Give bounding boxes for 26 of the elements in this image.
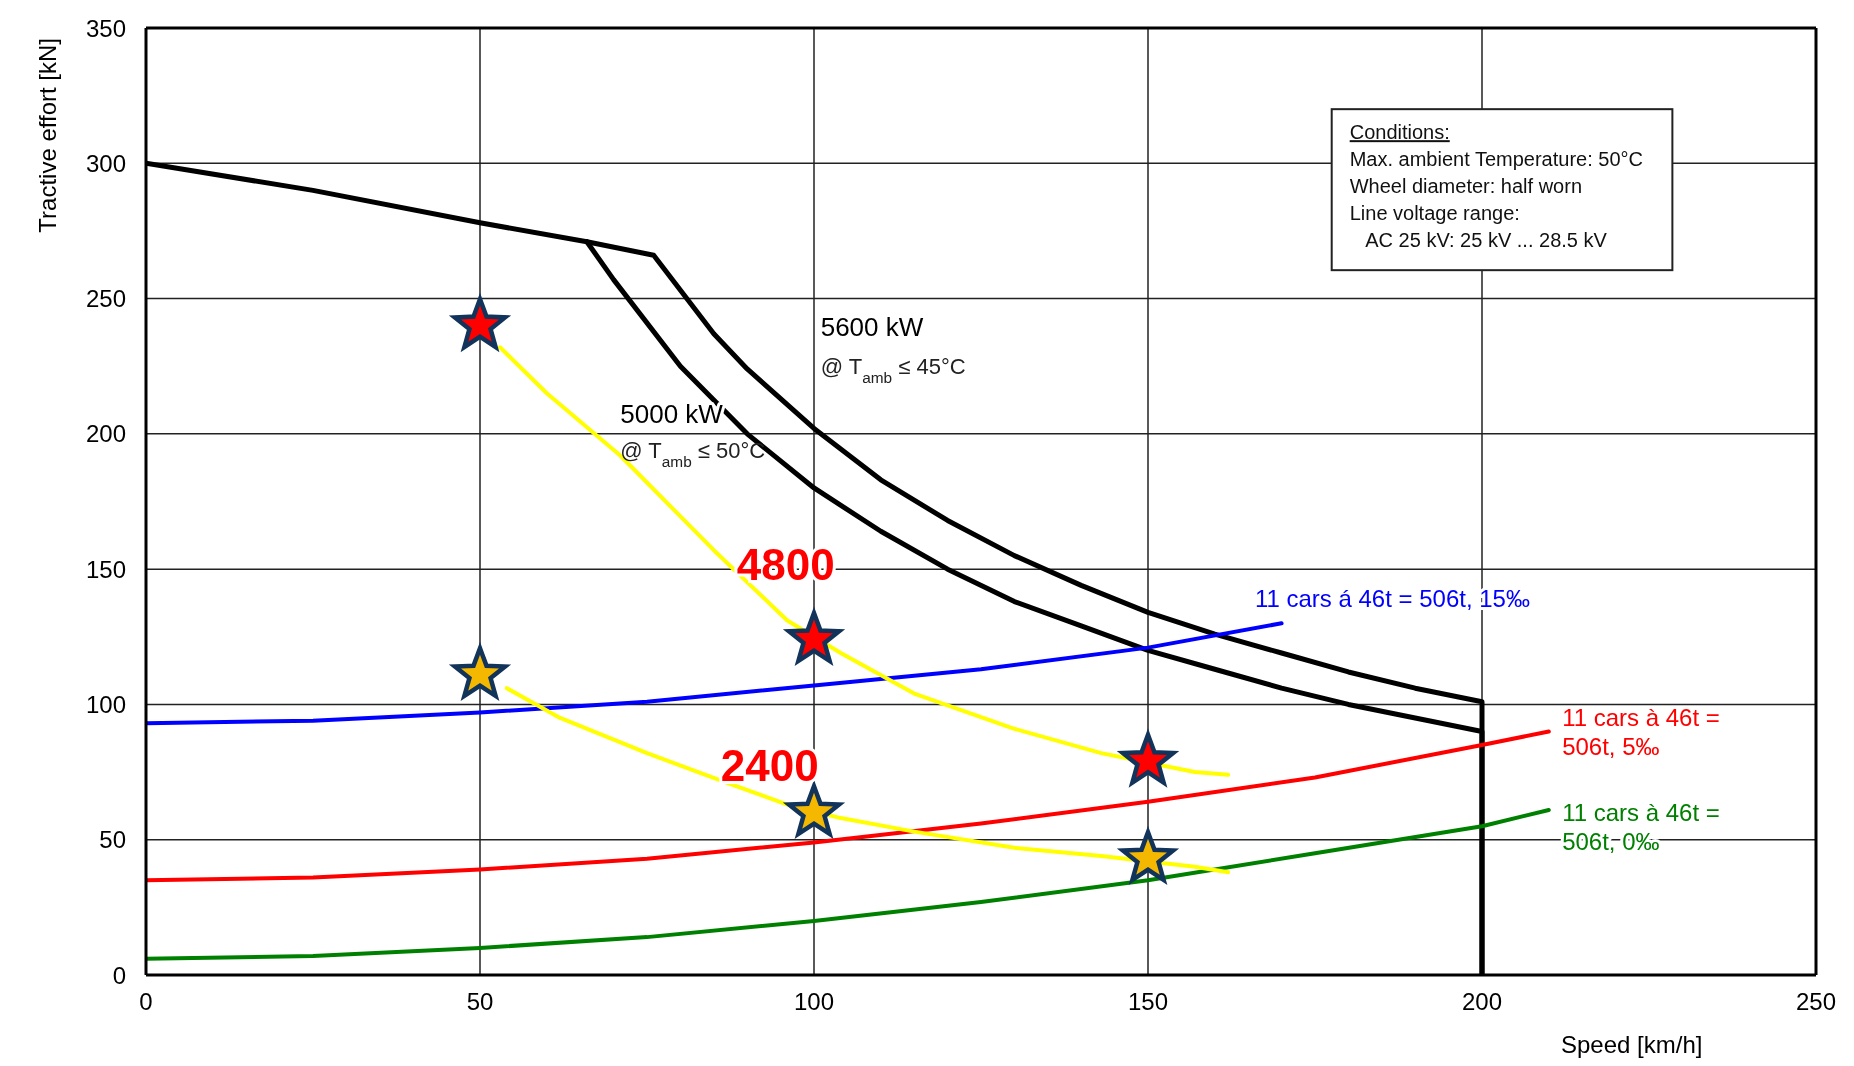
y-tick-label: 100 xyxy=(85,690,126,718)
annotation: @ T$_{amb}$ ≤ 45°C xyxy=(820,354,966,386)
y-tick-label: 200 xyxy=(85,420,126,448)
x-tick-label: 0 xyxy=(139,988,153,1016)
y-tick-label: 50 xyxy=(99,826,126,854)
x-tick-label: 150 xyxy=(1127,988,1169,1016)
x-tick-label: 100 xyxy=(793,988,835,1016)
annotation: @ T$_{amb}$ ≤ 50°C xyxy=(620,438,766,470)
y-tick-label: 300 xyxy=(85,149,126,177)
series-label: 11 cars à 46t = 506t, 5‰ xyxy=(1562,704,1720,760)
annotation: AC 25 kV: 25 kV ... 28.5 kV xyxy=(1349,229,1608,252)
y-axis-title: Tractive effort [kN] xyxy=(33,38,61,233)
annotation: Conditions: xyxy=(1349,121,1450,144)
x-tick-label: 200 xyxy=(1461,988,1503,1016)
text: 5600 kW xyxy=(820,312,924,343)
x-tick-label: 50 xyxy=(466,988,494,1016)
annotation: Line voltage range: xyxy=(1349,202,1520,225)
x-axis-title: Speed [km/h] xyxy=(1561,1031,1703,1058)
y-tick-label: 350 xyxy=(85,14,126,42)
series-label: 5000 kW xyxy=(620,399,724,430)
annotation: Wheel diameter: half worn xyxy=(1349,175,1583,198)
y-tick-label: 250 xyxy=(85,285,126,313)
y-tick-label: 150 xyxy=(85,555,126,583)
annotation: Max. ambient Temperature: 50°C xyxy=(1349,148,1644,171)
x-tick-label: 250 xyxy=(1795,988,1837,1016)
y-tick-label: 0 xyxy=(112,961,126,989)
